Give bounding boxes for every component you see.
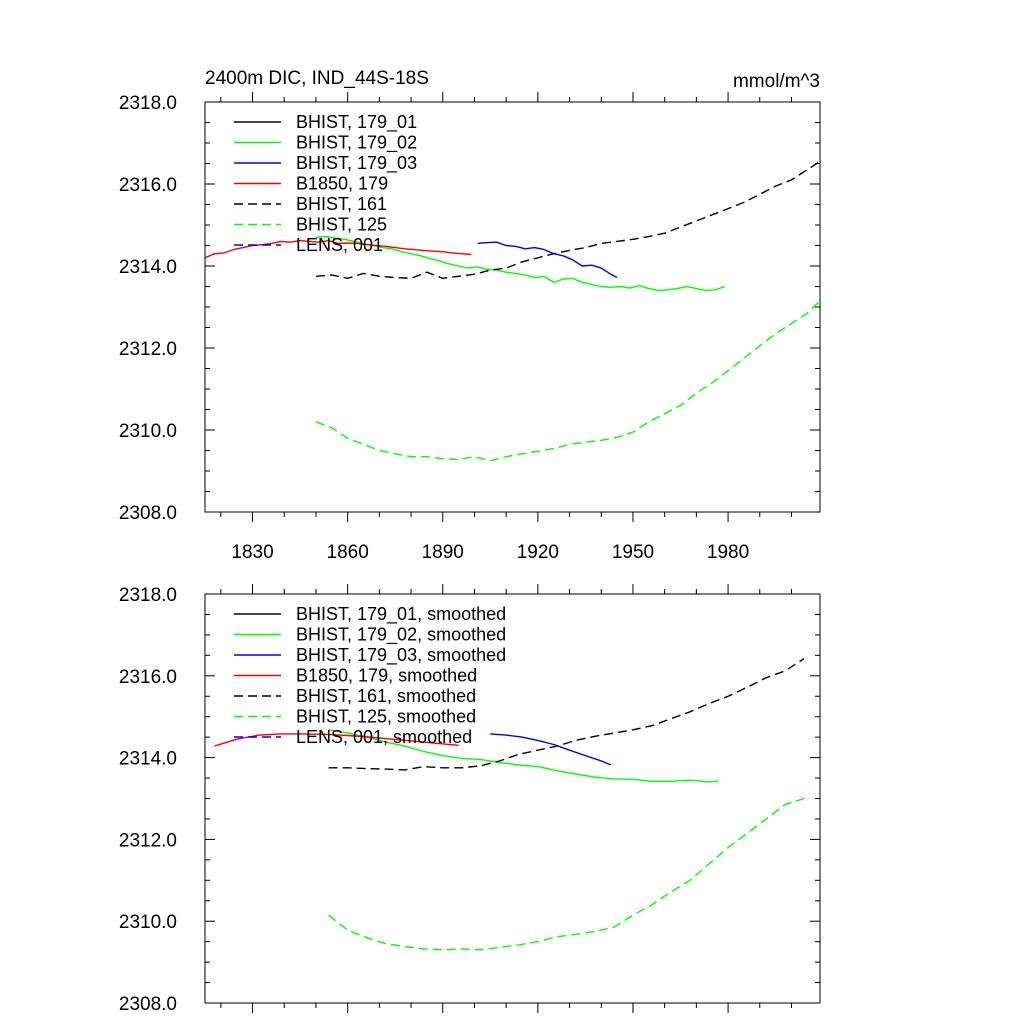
series-line-2 [315, 235, 726, 292]
series-line-5 [328, 658, 805, 771]
legend-label-2: BHIST, 179_02, smoothed [296, 625, 506, 646]
legend-label-6: BHIST, 125, smoothed [296, 707, 476, 727]
y-tick-label: 2316.0 [119, 667, 177, 688]
y-tick-label: 2318.0 [119, 93, 177, 114]
series-line-5 [315, 160, 821, 279]
series-line-6 [328, 797, 805, 951]
legend-label-2: BHIST, 179_02 [296, 133, 417, 154]
legend-label-1: BHIST, 179_01 [296, 112, 417, 133]
x-tick-label: 1920 [517, 542, 559, 563]
series-line-3 [490, 733, 612, 766]
y-tick-label: 2308.0 [119, 994, 177, 1015]
chart-panel-2: 2308.0 2310.0 2312.0 2314.0 2316.0 2318.0 BHIS… [119, 584, 821, 1015]
series-line-6 [315, 300, 821, 462]
x-tick-label: 1980 [707, 542, 749, 563]
y-tick-label: 2312.0 [119, 339, 177, 360]
y-tick-label: 2316.0 [119, 175, 177, 196]
x-tick-label: 1830 [231, 542, 273, 563]
chart-title: 2400m DIC, IND_44S-18S [205, 68, 429, 89]
units-label: mmol/m^3 [733, 71, 820, 92]
series-line-2 [328, 729, 719, 783]
legend-label-4: B1850, 179 [296, 174, 388, 194]
series-line-4 [204, 239, 472, 259]
x-tick-label: 1890 [422, 542, 464, 563]
y-tick-label: 2310.0 [119, 912, 177, 933]
series-line-3 [477, 241, 618, 279]
legend-label-7: LENS, 001, smoothed [296, 727, 472, 747]
x-tick-label: 1950 [612, 542, 654, 563]
y-tick-label: 2314.0 [119, 257, 177, 278]
legend-label-5: BHIST, 161, smoothed [296, 686, 476, 706]
y-tick-label: 2314.0 [119, 749, 177, 770]
legend-label-3: BHIST, 179_03, smoothed [296, 645, 506, 666]
legend-label-5: BHIST, 161 [296, 194, 387, 214]
legend-label-3: BHIST, 179_03 [296, 153, 417, 174]
y-tick-label: 2312.0 [119, 830, 177, 851]
legend-label-4: B1850, 179, smoothed [296, 666, 477, 686]
y-tick-label: 2318.0 [119, 585, 177, 606]
x-tick-label: 1860 [327, 542, 369, 563]
legend-label-6: BHIST, 125 [296, 215, 387, 235]
legend-label-7: LENS, 001 [296, 235, 383, 255]
legend-label-1: BHIST, 179_01, smoothed [296, 604, 506, 625]
y-tick-label: 2308.0 [119, 503, 177, 524]
chart-panel-1: 2308.0 2310.0 2312.0 2314.0 2316.0 2318.0 1830… [119, 68, 821, 563]
y-tick-label: 2310.0 [119, 421, 177, 442]
series-line-4 [214, 733, 459, 747]
